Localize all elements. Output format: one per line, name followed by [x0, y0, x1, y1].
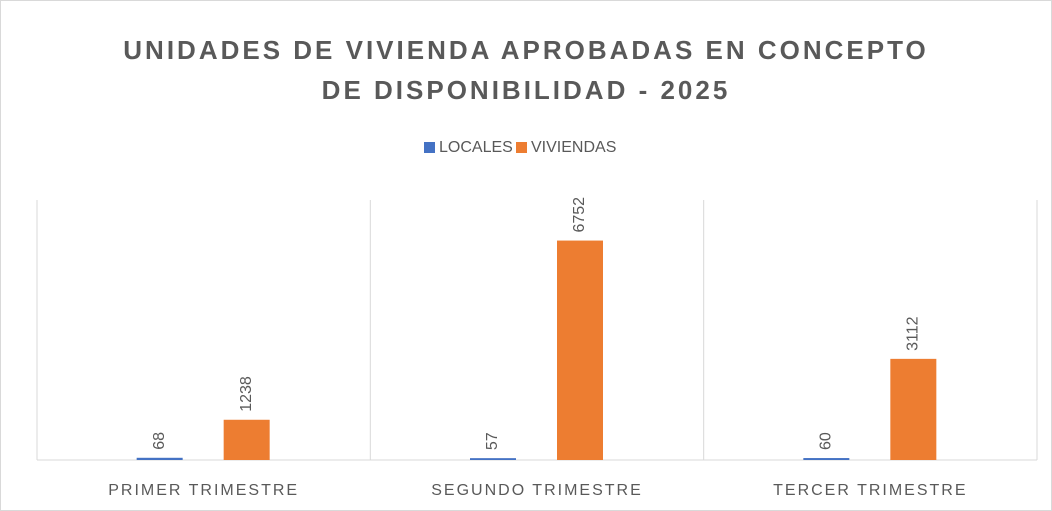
chart-title: UNIDADES DE VIVIENDA APROBADAS EN CONCEP… — [123, 35, 929, 105]
legend-swatch — [516, 142, 527, 153]
x-tick-label: PRIMER TRIMESTRE — [108, 482, 299, 499]
bar — [136, 457, 183, 460]
data-label: 3112 — [905, 316, 922, 351]
data-label: 60 — [818, 432, 835, 450]
bar — [803, 458, 850, 460]
x-tick-label: TERCER TRIMESTRE — [773, 482, 967, 499]
data-label: 1238 — [238, 376, 255, 412]
bar — [470, 458, 516, 460]
bar — [223, 419, 270, 460]
data-label: 57 — [484, 432, 501, 450]
bar — [557, 240, 603, 460]
legend-label: VIVIENDAS — [531, 139, 616, 156]
legend-swatch — [424, 142, 435, 153]
bar — [890, 358, 937, 460]
data-label: 68 — [151, 432, 168, 450]
x-tick-label: SEGUNDO TRIMESTRE — [431, 482, 643, 499]
data-label: 6752 — [571, 197, 588, 233]
legend-label: LOCALES — [439, 139, 513, 156]
